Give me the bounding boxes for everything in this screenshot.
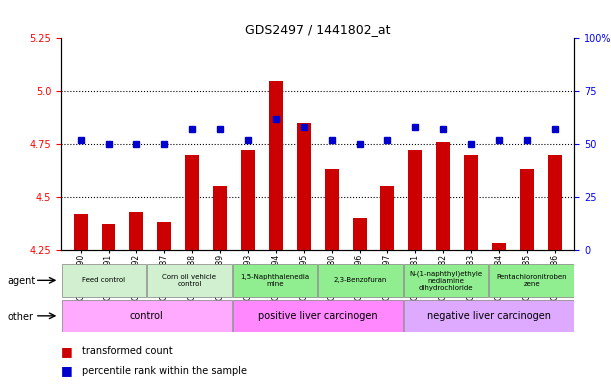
Bar — [381, 186, 395, 250]
Text: ■: ■ — [61, 364, 73, 377]
Bar — [158, 222, 171, 250]
Bar — [241, 151, 255, 250]
Bar — [548, 155, 562, 250]
Text: N-(1-naphthyl)ethyle
nediamine
dihydrochloride: N-(1-naphthyl)ethyle nediamine dihydroch… — [409, 270, 483, 291]
Text: Feed control: Feed control — [82, 277, 125, 283]
Bar — [489, 264, 574, 297]
Bar — [233, 300, 403, 331]
Text: transformed count: transformed count — [82, 346, 174, 356]
Bar — [74, 214, 87, 250]
Bar — [62, 264, 146, 297]
Text: control: control — [130, 311, 164, 321]
Bar — [408, 151, 422, 250]
Bar — [62, 300, 232, 331]
Bar — [324, 169, 338, 250]
Bar — [436, 142, 450, 250]
Text: other: other — [7, 312, 34, 322]
Text: agent: agent — [7, 276, 35, 286]
Text: ■: ■ — [61, 345, 73, 358]
Text: positive liver carcinogen: positive liver carcinogen — [258, 311, 378, 321]
Bar — [464, 155, 478, 250]
Bar — [213, 186, 227, 250]
Bar — [492, 243, 506, 250]
Title: GDS2497 / 1441802_at: GDS2497 / 1441802_at — [245, 23, 390, 36]
Bar — [297, 123, 311, 250]
Text: negative liver carcinogen: negative liver carcinogen — [427, 311, 551, 321]
Bar — [185, 155, 199, 250]
Text: Corn oil vehicle
control: Corn oil vehicle control — [163, 274, 216, 287]
Text: percentile rank within the sample: percentile rank within the sample — [82, 366, 247, 376]
Bar — [353, 218, 367, 250]
Bar — [233, 264, 317, 297]
Bar — [404, 264, 488, 297]
Text: 2,3-Benzofuran: 2,3-Benzofuran — [334, 277, 387, 283]
Bar — [147, 264, 232, 297]
Bar — [101, 224, 115, 250]
Text: Pentachloronitroben
zene: Pentachloronitroben zene — [496, 274, 567, 287]
Bar — [404, 300, 574, 331]
Bar — [269, 81, 283, 250]
Text: 1,5-Naphthalenedia
mine: 1,5-Naphthalenedia mine — [240, 274, 310, 287]
Bar — [318, 264, 403, 297]
Bar — [520, 169, 534, 250]
Bar — [130, 212, 144, 250]
